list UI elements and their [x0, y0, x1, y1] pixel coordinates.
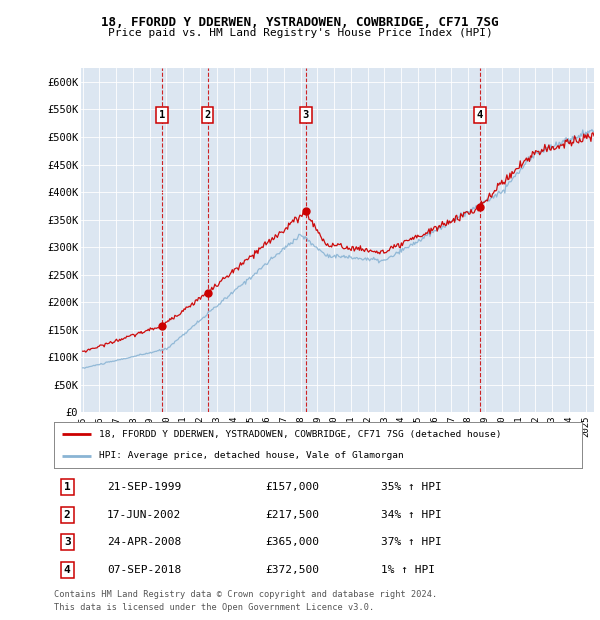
Text: Price paid vs. HM Land Registry's House Price Index (HPI): Price paid vs. HM Land Registry's House … — [107, 28, 493, 38]
Text: £157,000: £157,000 — [265, 482, 319, 492]
Text: Contains HM Land Registry data © Crown copyright and database right 2024.: Contains HM Land Registry data © Crown c… — [54, 590, 437, 600]
Text: 21-SEP-1999: 21-SEP-1999 — [107, 482, 181, 492]
Text: This data is licensed under the Open Government Licence v3.0.: This data is licensed under the Open Gov… — [54, 603, 374, 612]
Text: 4: 4 — [64, 565, 71, 575]
Text: 1% ↑ HPI: 1% ↑ HPI — [382, 565, 436, 575]
Text: £217,500: £217,500 — [265, 510, 319, 520]
Text: 37% ↑ HPI: 37% ↑ HPI — [382, 538, 442, 547]
Text: 2: 2 — [205, 110, 211, 120]
Text: 4: 4 — [477, 110, 483, 120]
Text: 34% ↑ HPI: 34% ↑ HPI — [382, 510, 442, 520]
Text: 18, FFORDD Y DDERWEN, YSTRADOWEN, COWBRIDGE, CF71 7SG: 18, FFORDD Y DDERWEN, YSTRADOWEN, COWBRI… — [101, 16, 499, 29]
Text: 1: 1 — [158, 110, 165, 120]
Text: 07-SEP-2018: 07-SEP-2018 — [107, 565, 181, 575]
Text: 24-APR-2008: 24-APR-2008 — [107, 538, 181, 547]
Text: £372,500: £372,500 — [265, 565, 319, 575]
Text: 2: 2 — [64, 510, 71, 520]
Text: 3: 3 — [302, 110, 309, 120]
Text: 1: 1 — [64, 482, 71, 492]
Text: 18, FFORDD Y DDERWEN, YSTRADOWEN, COWBRIDGE, CF71 7SG (detached house): 18, FFORDD Y DDERWEN, YSTRADOWEN, COWBRI… — [99, 430, 502, 439]
Text: 3: 3 — [64, 538, 71, 547]
Text: 35% ↑ HPI: 35% ↑ HPI — [382, 482, 442, 492]
Text: 17-JUN-2002: 17-JUN-2002 — [107, 510, 181, 520]
Text: £365,000: £365,000 — [265, 538, 319, 547]
Text: HPI: Average price, detached house, Vale of Glamorgan: HPI: Average price, detached house, Vale… — [99, 451, 404, 460]
